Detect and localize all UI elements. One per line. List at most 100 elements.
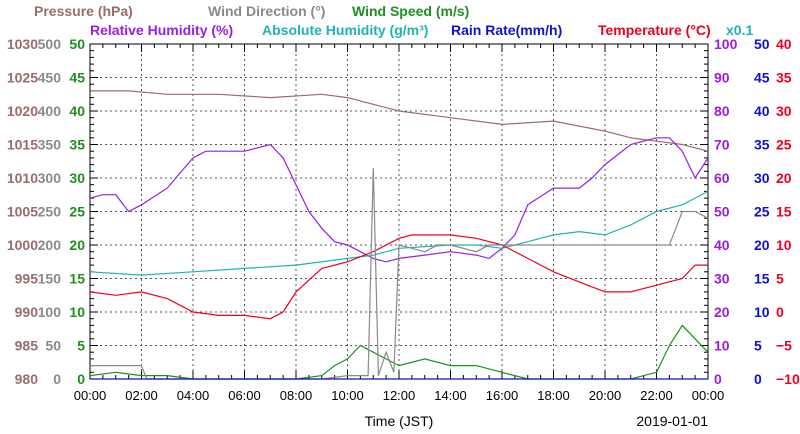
x-tick-label: 16:00	[486, 388, 519, 403]
x-tick-label: 12:00	[383, 388, 416, 403]
y-tick-label: 10	[714, 338, 730, 354]
y-tick-label: 40	[754, 103, 770, 119]
y-tick-label: 50	[69, 36, 85, 52]
y-tick-label: −10	[776, 371, 800, 387]
legend-item: Relative Humidity (%)	[90, 22, 233, 38]
y-tick-label: 25	[69, 204, 85, 220]
y-tick-label: 5	[754, 338, 762, 354]
temperature-axis-labels: 40 35 30 25 20 15 10 5 0 −5 −10	[776, 36, 800, 387]
x-tick-label: 18:00	[537, 388, 570, 403]
y-tick-label: 5	[77, 338, 85, 354]
series-absolute-humidity-g-m	[89, 190, 709, 276]
y-tick-label: 35	[754, 137, 770, 153]
y-tick-label: 0	[714, 371, 722, 387]
series-relative-humidity	[89, 137, 709, 263]
y-tick-label: 250	[38, 204, 62, 220]
y-tick-label: 0	[776, 304, 784, 320]
y-tick-label: 350	[38, 137, 62, 153]
date-label: 2019-01-01	[636, 413, 708, 429]
y-tick-label: 90	[714, 70, 730, 86]
x-tick-label: 00:00	[74, 388, 107, 403]
y-tick-label: 20	[776, 170, 792, 186]
x-tick-label: 10:00	[331, 388, 364, 403]
x-tick-label: 22:00	[640, 388, 673, 403]
y-tick-label: 15	[776, 204, 792, 220]
y-tick-label: 0	[754, 371, 762, 387]
x-tick-label: 20:00	[589, 388, 622, 403]
y-tick-label: −5	[776, 338, 792, 354]
x-tick-label: 04:00	[177, 388, 210, 403]
y-tick-label: 50	[45, 338, 61, 354]
y-tick-label: 10	[754, 304, 770, 320]
y-tick-label: 1005	[7, 204, 38, 220]
y-tick-label: 20	[714, 304, 730, 320]
y-tick-label: 100	[38, 304, 62, 320]
x-tick-label: 08:00	[280, 388, 313, 403]
y-tick-label: 1030	[7, 36, 38, 52]
y-tick-label: 40	[776, 36, 792, 52]
pressure-axis-labels: 1030 1025 1020 1015 1010 1005 1000 995 990 985 980	[7, 36, 38, 387]
y-tick-label: 200	[38, 237, 62, 253]
y-tick-label: 30	[754, 170, 770, 186]
y-tick-label: 1000	[7, 237, 38, 253]
legend-item: Absolute Humidity (g/m³)	[262, 22, 428, 38]
x-tick-label: 02:00	[125, 388, 158, 403]
y-tick-label: 30	[776, 103, 792, 119]
y-tick-label: 80	[714, 103, 730, 119]
x-tick-label: 00:00	[692, 388, 725, 403]
y-tick-label: 400	[38, 103, 62, 119]
y-tick-label: 100	[714, 36, 738, 52]
y-tick-label: 40	[714, 237, 730, 253]
y-tick-label: 35	[776, 70, 792, 86]
y-tick-label: 0	[53, 371, 61, 387]
y-tick-label: 150	[38, 271, 62, 287]
y-tick-label: 45	[754, 70, 770, 86]
y-tick-label: 25	[754, 204, 770, 220]
y-tick-label: 25	[776, 137, 792, 153]
y-tick-label: 450	[38, 70, 62, 86]
x-axis-labels: 00:00 02:00 04:00 06:00 08:00 10:00 12:00 14:00…	[74, 388, 725, 403]
y-tick-label: 1025	[7, 70, 38, 86]
ah-multiplier-label: x0.1	[726, 22, 753, 38]
y-tick-label: 990	[15, 304, 39, 320]
y-tick-label: 60	[714, 170, 730, 186]
y-tick-label: 20	[69, 237, 85, 253]
y-tick-label: 1010	[7, 170, 38, 186]
y-tick-label: 15	[754, 271, 770, 287]
legend: Pressure (hPa) Wind Direction (°) Wind Spe…	[34, 3, 753, 38]
legend-item: Pressure (hPa)	[34, 3, 133, 19]
y-tick-label: 45	[69, 70, 85, 86]
series-pressure-hpa	[90, 90, 709, 152]
legend-item: Temperature (°C)	[598, 22, 711, 38]
y-tick-label: 10	[776, 237, 792, 253]
legend-item: Wind Speed (m/s)	[352, 3, 469, 19]
y-tick-label: 500	[38, 36, 62, 52]
y-tick-label: 985	[15, 338, 39, 354]
x-tick-label: 06:00	[228, 388, 261, 403]
y-tick-label: 15	[69, 271, 85, 287]
y-tick-label: 1020	[7, 103, 38, 119]
y-tick-label: 30	[714, 271, 730, 287]
y-tick-label: 995	[15, 271, 39, 287]
y-tick-label: 980	[15, 371, 39, 387]
y-tick-label: 0	[77, 371, 85, 387]
y-tick-label: 1015	[7, 137, 38, 153]
y-tick-label: 300	[38, 170, 62, 186]
y-tick-label: 50	[714, 204, 730, 220]
y-tick-label: 10	[69, 304, 85, 320]
y-tick-label: 5	[776, 271, 784, 287]
series-lines	[89, 90, 709, 380]
y-tick-label: 20	[754, 237, 770, 253]
series-temperature-c	[89, 234, 708, 320]
legend-item: Wind Direction (°)	[208, 3, 325, 19]
x-tick-label: 14:00	[434, 388, 467, 403]
y-tick-label: 30	[69, 170, 85, 186]
y-tick-label: 40	[69, 103, 85, 119]
legend-item: Rain Rate(mm/h)	[451, 22, 562, 38]
x-axis-title: Time (JST)	[365, 413, 434, 429]
y-tick-label: 50	[754, 36, 770, 52]
